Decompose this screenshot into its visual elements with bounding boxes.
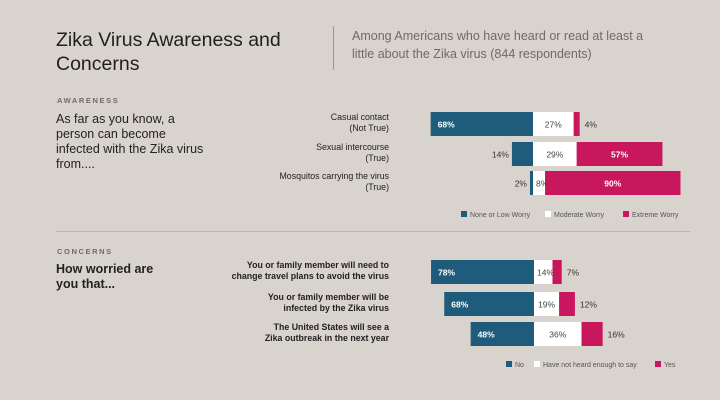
header-divider [333, 26, 334, 70]
bar-segment [545, 171, 681, 195]
data-label: 2% [515, 179, 528, 189]
data-label: 78% [438, 268, 455, 278]
category-label: change travel plans to avoid the virus [232, 271, 390, 281]
bar-segment [444, 292, 534, 316]
data-label: 90% [604, 179, 621, 189]
legend-label: Extreme Worry [632, 212, 679, 219]
bar-segment [534, 322, 582, 346]
category-label: (Not True) [349, 123, 389, 133]
legend-swatch [655, 361, 661, 367]
data-label: 19% [538, 300, 555, 310]
legend-label: Have not heard enough to say [543, 362, 637, 369]
page-title: Zika Virus Awareness and Concerns [56, 29, 281, 75]
bar-segment [430, 112, 533, 136]
category-label: You or family member will need to [247, 260, 390, 270]
data-label: 48% [478, 330, 495, 340]
category-label: Zika outbreak in the next year [265, 333, 390, 343]
category-label: (True) [365, 153, 389, 163]
awareness-section-label: AWARENESS [57, 96, 120, 105]
data-label: 4% [585, 120, 598, 130]
bar-segment [470, 322, 534, 346]
bar-segment [581, 322, 603, 346]
bar-segment [576, 142, 663, 166]
bar-segment [533, 112, 574, 136]
legend-label: No [515, 362, 524, 369]
legend-swatch [461, 211, 467, 217]
data-label: 29% [546, 150, 563, 160]
bar-segment [431, 260, 534, 284]
legend-swatch [534, 361, 540, 367]
category-label: infected by the Zika virus [283, 303, 389, 313]
legend-swatch [506, 361, 512, 367]
concerns-section-label: CONCERNS [57, 247, 113, 256]
bar-segment [529, 171, 533, 195]
legend-swatch [545, 211, 551, 217]
legend-label: Moderate Worry [554, 212, 605, 219]
legend-label: None or Low Worry [470, 212, 531, 219]
bar-segment [552, 260, 562, 284]
data-label: 7% [567, 268, 580, 278]
data-label: 36% [549, 330, 566, 340]
bar-segment [534, 292, 560, 316]
data-label: 14% [492, 150, 509, 160]
data-label: 8% [536, 179, 549, 189]
category-label: Sexual intercourse [316, 142, 389, 152]
category-label: Casual contact [331, 112, 390, 122]
awareness-question: As far as you know, a person can become … [56, 112, 204, 171]
bar-segment [533, 142, 577, 166]
category-label: The United States will see a [274, 322, 389, 332]
legend-swatch [623, 211, 629, 217]
page-subtitle: Among Americans who have heard or read a… [352, 29, 644, 61]
concerns-chart: 78% 14% 7% You or family member will need t… [232, 260, 676, 369]
data-label: 16% [608, 330, 625, 340]
bar-segment [511, 142, 533, 166]
concerns-question: How worried are you that... [56, 262, 154, 291]
bar-segment [533, 171, 546, 195]
legend-label: Yes [664, 362, 676, 369]
data-label: 57% [611, 150, 628, 160]
category-label: You or family member will be [268, 292, 389, 302]
data-label: 27% [545, 120, 562, 130]
bar-segment [534, 260, 553, 284]
data-label: 14% [537, 268, 554, 278]
awareness-chart: 68% 27% 4% Casual contact(Not True) 14% 29% 57… [279, 112, 681, 219]
bar-segment [559, 292, 575, 316]
data-label: 68% [438, 120, 455, 130]
category-label: (True) [365, 182, 389, 192]
data-label: 68% [451, 300, 468, 310]
section-divider [56, 231, 690, 232]
data-label: 12% [580, 300, 597, 310]
bar-segment [573, 112, 580, 136]
category-label: Mosquitos carrying the virus [279, 171, 389, 181]
